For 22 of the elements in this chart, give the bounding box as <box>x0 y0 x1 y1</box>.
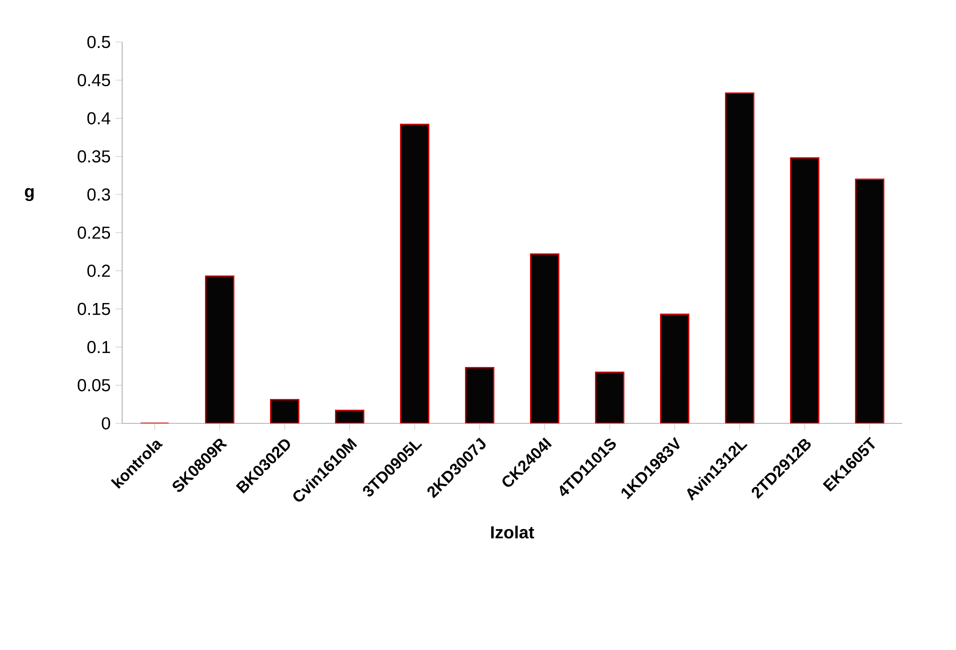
bar <box>530 253 560 424</box>
y-tick-label: 0.15 <box>78 302 110 316</box>
bar <box>790 157 820 424</box>
y-tick-label: 0.45 <box>78 74 110 86</box>
y-tick-label: 0.4 <box>87 112 110 124</box>
y-tick-label: 0.1 <box>87 340 110 354</box>
y-tick-label: 0.3 <box>87 188 110 201</box>
bar <box>725 92 754 424</box>
bar <box>205 275 234 424</box>
y-tick-label: 0.35 <box>78 150 110 163</box>
bar <box>595 372 624 424</box>
bar <box>400 124 430 424</box>
y-tick-label: 0 <box>102 417 110 430</box>
y-tick-label: 0.2 <box>87 264 110 277</box>
y-tick-label: 0.05 <box>78 379 110 392</box>
bar <box>660 314 690 424</box>
x-axis-title: Izolat <box>491 526 534 538</box>
bar <box>465 366 494 424</box>
y-tick-label: 0.5 <box>87 36 110 48</box>
y-tick-label: 0.25 <box>78 226 110 239</box>
bar <box>855 178 884 424</box>
y-axis-title: g <box>24 188 34 202</box>
